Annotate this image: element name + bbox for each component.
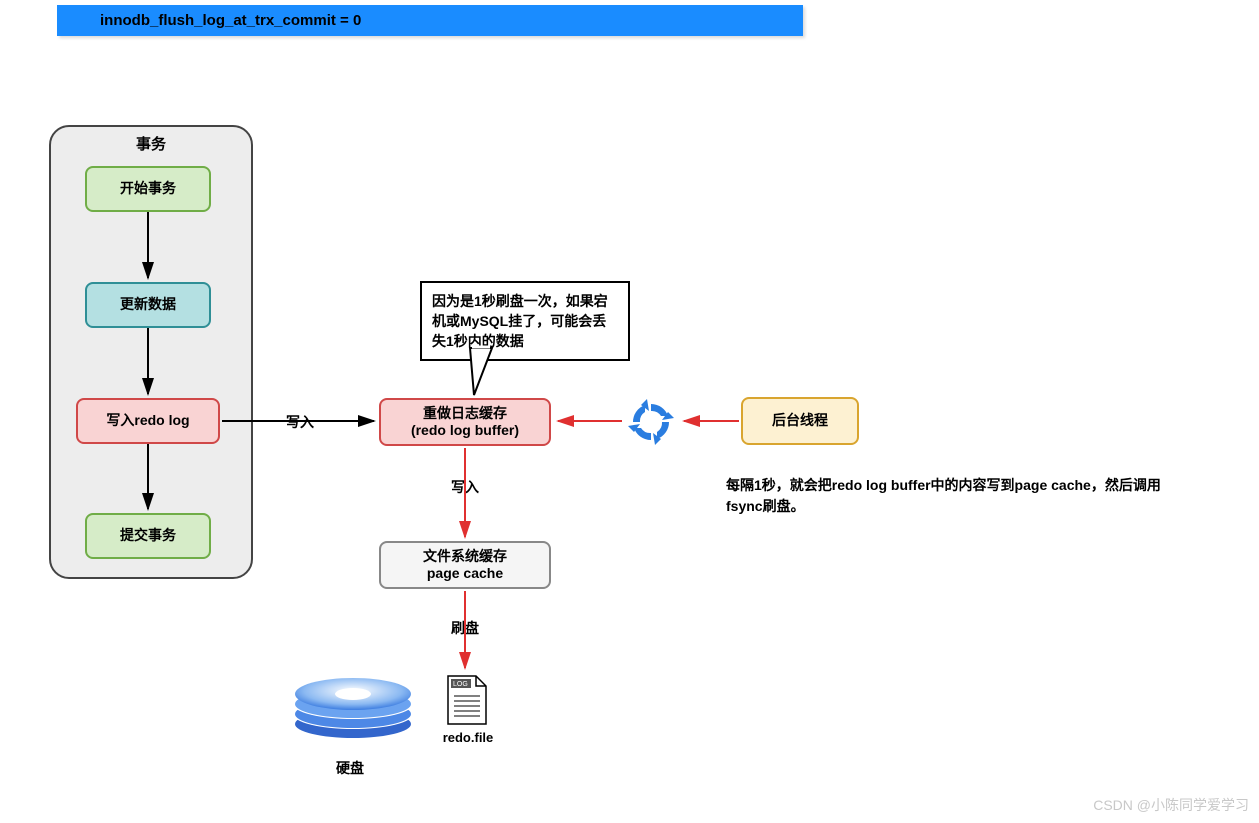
edge-label-flush: 刷盘: [440, 618, 490, 638]
disk-icon: [288, 666, 418, 741]
disk-label: 硬盘: [320, 758, 380, 778]
node-commit: 提交事务: [85, 513, 211, 559]
node-buffer: 重做日志缓存 (redo log buffer): [379, 398, 551, 446]
watermark: CSDN @小陈同学爱学习: [1093, 795, 1249, 815]
node-start-label: 开始事务: [120, 180, 176, 198]
node-pagecache: 文件系统缓存 page cache: [379, 541, 551, 589]
note-text-content: 每隔1秒，就会把redo log buffer中的内容写到page cache，…: [726, 477, 1161, 514]
node-pagecache-label2: page cache: [427, 565, 503, 583]
node-commit-label: 提交事务: [120, 527, 176, 545]
node-bgthread: 后台线程: [741, 397, 859, 445]
group-title: 事务: [51, 133, 251, 154]
node-redolog: 写入redo log: [76, 398, 220, 444]
file-label: redo.file: [428, 730, 508, 745]
node-buffer-label2: (redo log buffer): [411, 422, 519, 440]
title-bar: innodb_flush_log_at_trx_commit = 0: [57, 5, 803, 36]
node-update-label: 更新数据: [120, 296, 176, 314]
node-pagecache-label1: 文件系统缓存: [423, 548, 507, 566]
callout-text: 因为是1秒刷盘一次，如果宕机或MySQL挂了，可能会丢失1秒内的数据: [432, 293, 608, 349]
node-redolog-label: 写入redo log: [106, 412, 189, 430]
node-bgthread-label: 后台线程: [772, 412, 828, 430]
title-text: innodb_flush_log_at_trx_commit = 0: [70, 12, 361, 29]
edge-label-write1: 写入: [275, 412, 325, 432]
callout-box: 因为是1秒刷盘一次，如果宕机或MySQL挂了，可能会丢失1秒内的数据: [420, 281, 630, 361]
node-start: 开始事务: [85, 166, 211, 212]
node-buffer-label1: 重做日志缓存: [423, 405, 507, 423]
note-text: 每隔1秒，就会把redo log buffer中的内容写到page cache，…: [726, 475, 1196, 517]
file-tag-text: LOG: [453, 681, 468, 688]
file-icon: LOG: [446, 674, 488, 726]
edge-label-write2: 写入: [440, 477, 490, 497]
node-update: 更新数据: [85, 282, 211, 328]
refresh-icon: [627, 398, 675, 446]
